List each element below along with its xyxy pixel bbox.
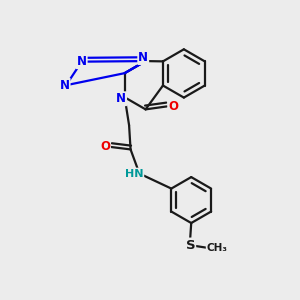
Text: N: N [138, 51, 148, 64]
Text: N: N [60, 79, 70, 92]
Text: N: N [77, 55, 87, 68]
Text: N: N [116, 92, 126, 105]
Text: O: O [100, 140, 110, 153]
Text: HN: HN [125, 169, 143, 178]
Text: CH₃: CH₃ [207, 243, 228, 253]
Text: O: O [168, 100, 178, 113]
Text: S: S [185, 238, 195, 252]
